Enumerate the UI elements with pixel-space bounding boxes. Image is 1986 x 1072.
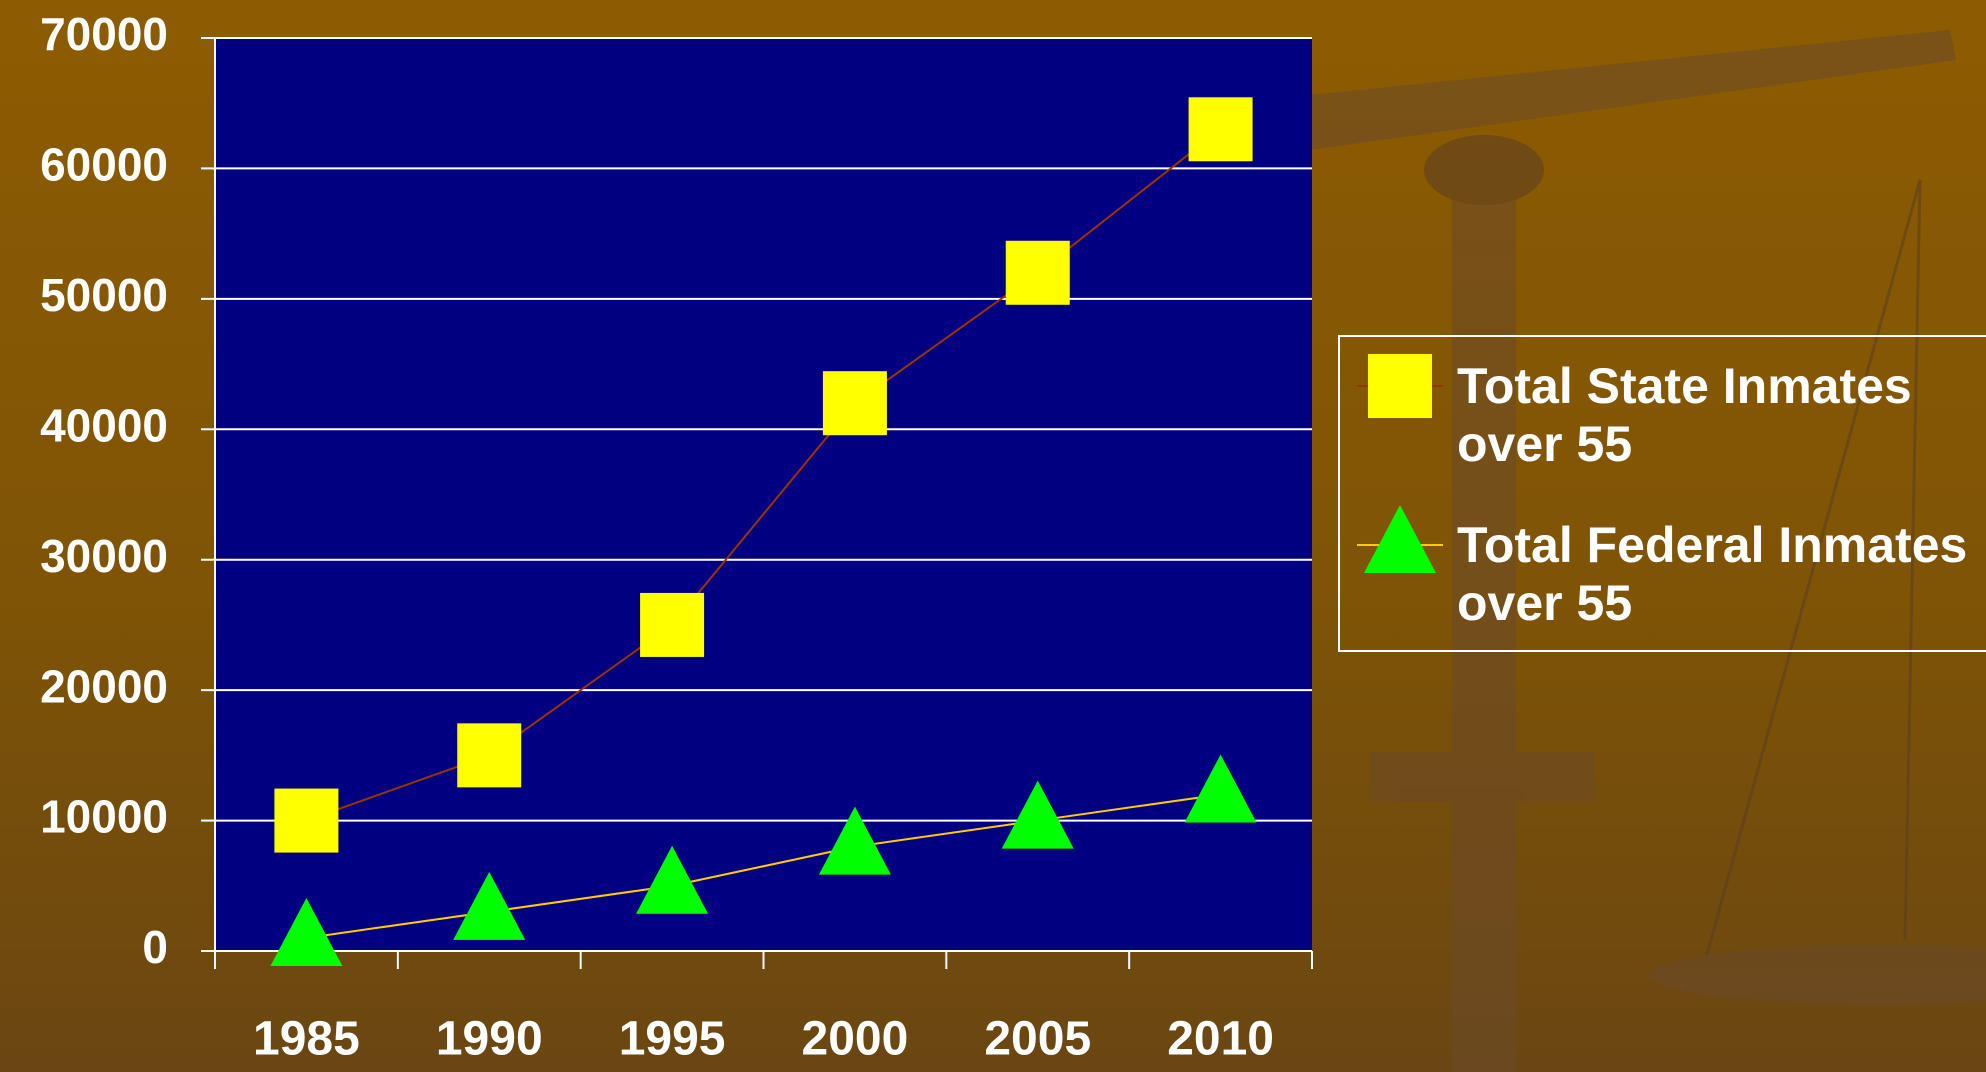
x-tick-label: 1990 <box>436 1013 543 1066</box>
x-tick-label: 1995 <box>619 1013 726 1066</box>
data-point <box>640 592 705 657</box>
x-tick-label: 1985 <box>253 1013 360 1066</box>
y-tick-label: 0 <box>142 921 168 973</box>
legend-label: Total State Inmates over 55 <box>1457 358 1912 472</box>
x-tick-label: 2010 <box>1167 1013 1274 1066</box>
plot-area <box>215 38 1312 951</box>
data-point <box>1005 240 1070 305</box>
data-point <box>1184 754 1257 823</box>
data-point <box>822 371 887 436</box>
data-point <box>453 871 526 940</box>
data-point <box>1188 97 1253 162</box>
data-point <box>457 723 522 788</box>
data-point <box>274 788 339 853</box>
y-tick-label: 50000 <box>40 269 168 321</box>
x-tick-label: 2005 <box>984 1013 1091 1066</box>
y-tick-label: 30000 <box>40 530 168 582</box>
scale-decoration <box>1310 30 1986 1072</box>
y-tick-label: 60000 <box>40 139 168 191</box>
data-point <box>818 806 891 875</box>
series-line <box>306 793 1221 939</box>
legend-marker <box>1364 505 1436 573</box>
data-point <box>270 897 343 966</box>
y-tick-label: 40000 <box>40 399 168 451</box>
data-point <box>636 845 709 914</box>
y-tick-label: 20000 <box>40 660 168 712</box>
legend-box <box>1338 335 1986 652</box>
y-tick-label: 70000 <box>40 8 168 60</box>
legend-label: Total Federal Inmates over 55 <box>1457 517 1968 631</box>
y-tick-label: 10000 <box>40 791 168 843</box>
data-point <box>1001 780 1074 849</box>
legend-marker <box>1368 354 1432 418</box>
x-tick-label: 2000 <box>802 1013 909 1066</box>
